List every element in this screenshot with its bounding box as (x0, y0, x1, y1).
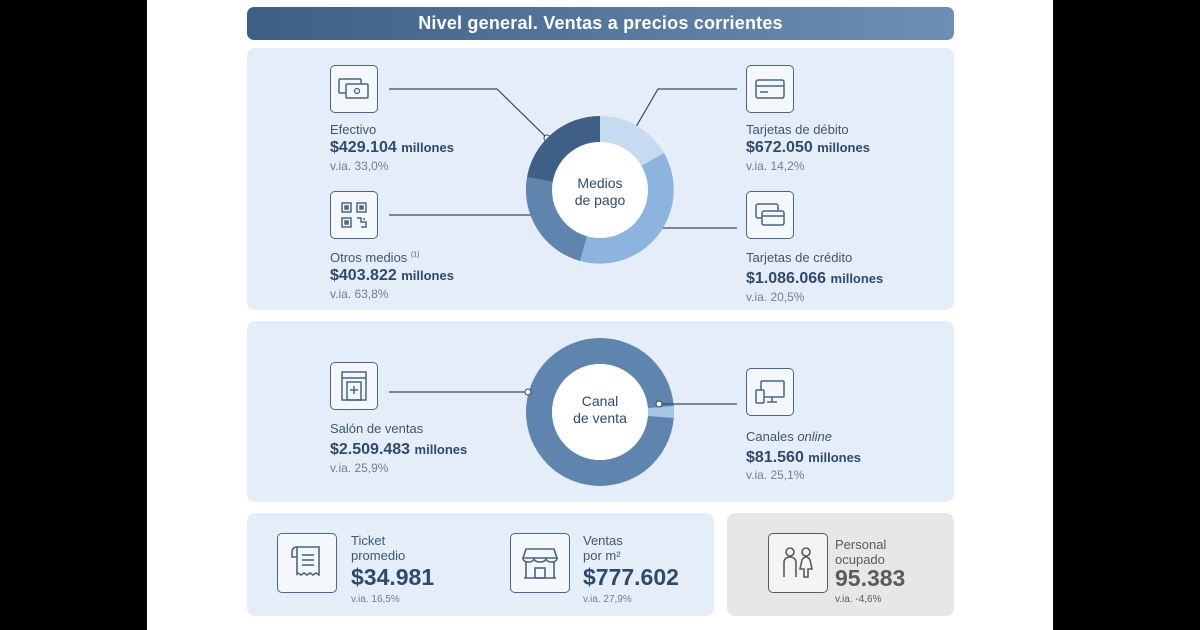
ticket-label-2: promedio (351, 548, 406, 563)
otros-label-text: Otros medios (330, 250, 408, 265)
medios-center-label: Medios de pago (550, 175, 650, 209)
otros-footnote-mark: (1) (410, 251, 420, 259)
personal-label-2: ocupado (835, 552, 885, 567)
online-value: $81.560 millones (746, 449, 861, 467)
debito-via: v.ia. 14,2% (746, 159, 805, 173)
personal-label-1: Personal (835, 537, 887, 552)
salon-label: Salón de ventas (330, 421, 424, 436)
otros-value: $403.822 millones (330, 267, 454, 285)
ventas-m2-label-1: Ventas (583, 533, 623, 548)
computer-icon (746, 368, 794, 416)
otros-unit: millones (401, 268, 454, 283)
ticket-via: v.ia. 16,5% (351, 594, 400, 605)
donut-slice-online (647, 406, 674, 418)
credito-unit: millones (830, 271, 884, 286)
ticket-label-1: Ticket (351, 533, 386, 548)
donut-slice-credito (580, 153, 674, 264)
debito-label: Tarjetas de débito (746, 122, 849, 137)
ventas-m2-value: $777.602 (583, 564, 679, 590)
otros-amount: $403.822 (330, 267, 397, 284)
personal-label: Personal ocupado (835, 537, 886, 567)
personal-panel (727, 513, 954, 616)
qr-code-icon (330, 191, 378, 239)
credito-amount: $1.086.066 (746, 270, 827, 287)
canal-center-line2: de venta (573, 410, 627, 426)
canal-center-label: Canal de venta (550, 393, 650, 427)
credito-value: $1.086.066 millones (746, 270, 883, 288)
ticket-value: $34.981 (351, 564, 435, 590)
donut-slice-debito (600, 116, 664, 166)
salon-unit: millones (414, 442, 468, 457)
credito-via: v.ia. 20,5% (746, 290, 805, 304)
store-door-icon (330, 362, 378, 410)
credit-cards-icon (746, 191, 794, 239)
salon-amount: $2.509.483 (330, 441, 411, 458)
debit-card-icon (746, 65, 794, 113)
people-icon (768, 533, 828, 593)
efectivo-value: $429.104 millones (330, 139, 454, 157)
debito-value: $672.050 millones (746, 139, 870, 157)
cash-icon (330, 65, 378, 113)
ticket-label: Ticket promedio (351, 533, 405, 563)
efectivo-via: v.ia. 33,0% (330, 159, 389, 173)
credito-label: Tarjetas de crédito (746, 250, 853, 265)
medios-center-line1: Medios (577, 175, 623, 191)
section-title: Nivel general. Ventas a precios corrient… (247, 7, 954, 40)
donut-slice-efectivo (527, 115, 600, 182)
report-page: Nivel general. Ventas a precios corrient… (147, 0, 1053, 630)
online-via: v.ia. 25,1% (746, 468, 805, 482)
receipt-icon (277, 533, 337, 593)
donut-slice-otros (525, 177, 587, 261)
personal-via: v.ia. -4,6% (835, 594, 882, 605)
debito-unit: millones (817, 140, 870, 155)
salon-value: $2.509.483 millones (330, 441, 467, 459)
efectivo-label: Efectivo (330, 122, 377, 137)
efectivo-unit: millones (401, 140, 454, 155)
ventas-m2-label-2: por m² (583, 548, 621, 563)
canal-center-line1: Canal (581, 393, 619, 409)
debito-amount: $672.050 (746, 139, 813, 156)
medios-center-line2: de pago (574, 192, 626, 208)
personal-value: 95.383 (835, 565, 906, 591)
online-amount: $81.560 (746, 449, 804, 466)
shop-icon (510, 533, 570, 593)
canal-donut (389, 338, 737, 486)
online-unit: millones (808, 450, 862, 465)
debito-connector (632, 88, 737, 133)
ventas-m2-via: v.ia. 27,9% (583, 594, 632, 605)
salon-via: v.ia. 25,9% (330, 461, 389, 475)
otros-label: Otros medios (1) (330, 250, 420, 265)
efectivo-amount: $429.104 (330, 139, 397, 156)
efectivo-connector (389, 88, 548, 139)
otros-via: v.ia. 63,8% (330, 287, 389, 301)
online-label-em: online (797, 429, 833, 444)
online-label-prefix: Canales (746, 429, 798, 444)
ventas-m2-label: Ventas por m² (583, 533, 623, 563)
online-label: Canales online (746, 429, 832, 444)
medios-donut (525, 115, 674, 264)
